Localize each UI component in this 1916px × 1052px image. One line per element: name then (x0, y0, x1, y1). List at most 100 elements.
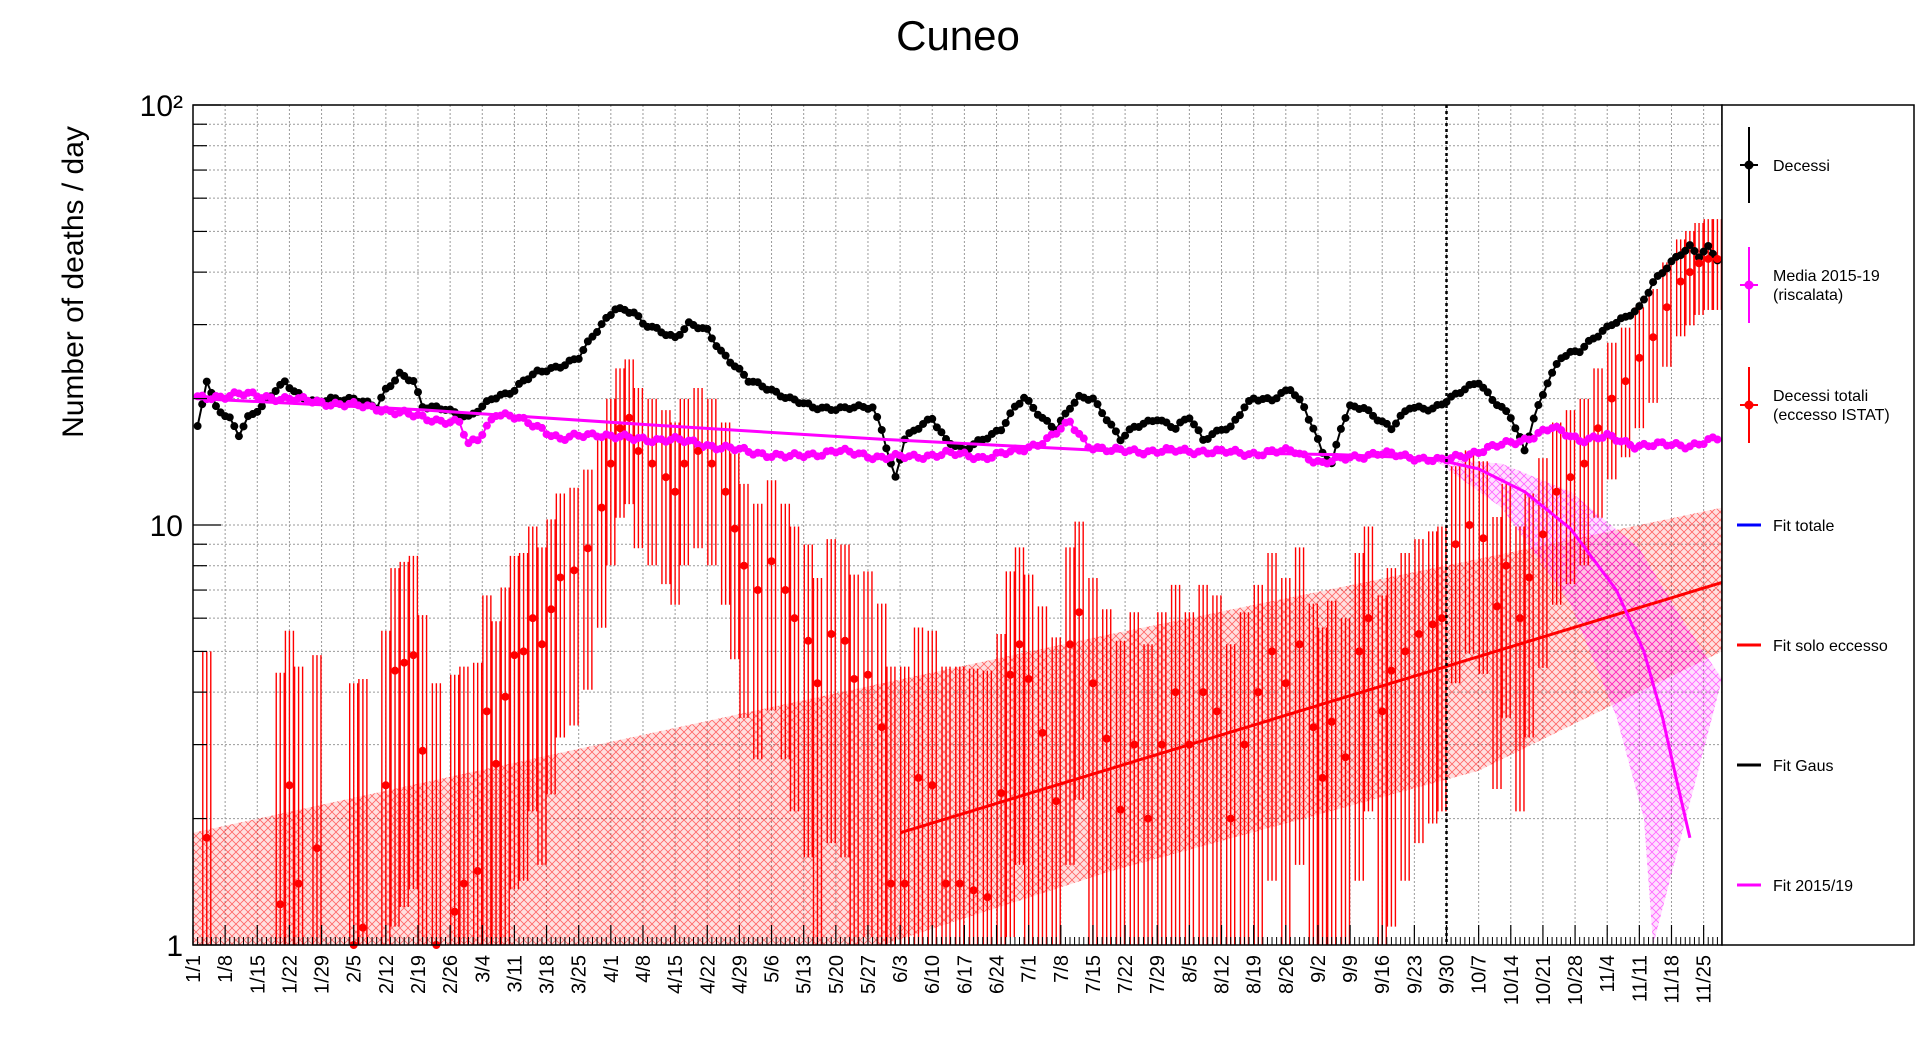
fit-band (193, 507, 1722, 945)
data-point-excess (1621, 377, 1630, 386)
legend-label-line: Decessi (1773, 158, 1830, 175)
data-point-excess (1525, 573, 1534, 582)
x-tick-label: 7/22 (1115, 955, 1137, 994)
data-point-excess (482, 707, 491, 716)
data-point-excess (276, 900, 285, 909)
data-point-excess (570, 566, 579, 575)
data-point-excess (1130, 740, 1139, 749)
data-point-excess (900, 879, 909, 888)
data-point-excess (418, 746, 427, 755)
data-point-excess (606, 459, 615, 468)
data-point-excess (1006, 670, 1015, 679)
x-tick-label: 10/7 (1469, 955, 1491, 994)
x-tick-label: 9/16 (1372, 955, 1394, 994)
data-point-excess (983, 893, 992, 902)
x-tick-label: 4/8 (633, 955, 655, 983)
x-tick-label: 9/23 (1404, 955, 1426, 994)
data-point-excess (1268, 647, 1277, 656)
x-tick-label: 2/5 (344, 955, 366, 983)
data-point-excess (556, 573, 565, 582)
data-point-excess (547, 605, 556, 614)
x-tick-label: 5/27 (858, 955, 880, 994)
data-point-excess (1451, 540, 1460, 549)
data-point-excess (1676, 277, 1685, 286)
data-point-excess (661, 473, 670, 482)
data-point-excess (1704, 254, 1713, 263)
x-tick-label: 8/26 (1276, 955, 1298, 994)
series-line (196, 243, 1719, 481)
legend-label-line: Fit solo eccesso (1773, 638, 1888, 655)
data-point-excess (1479, 534, 1488, 543)
x-tick-label: 1/15 (247, 955, 269, 994)
data-point-excess (616, 424, 625, 433)
data-point-excess (841, 636, 850, 645)
x-tick-label: 1/8 (215, 955, 237, 983)
data-point-excess (634, 447, 643, 456)
data-point-excess (1355, 647, 1364, 656)
data-point-excess (1662, 303, 1671, 312)
data-point-excess (850, 674, 859, 683)
data-point-excess (1428, 620, 1437, 629)
data-point-excess (1015, 640, 1024, 649)
x-tick-label: 2/12 (376, 955, 398, 994)
legend-marker (1744, 280, 1754, 290)
legend-label: Decessi (1773, 158, 1830, 175)
data-point-excess (790, 614, 799, 623)
data-point-excess (400, 658, 409, 667)
x-tick-label: 1/29 (312, 955, 334, 994)
x-tick-label: 4/1 (601, 955, 623, 983)
data-point-excess (1116, 805, 1125, 814)
x-tick-label: 11/25 (1694, 955, 1716, 1004)
data-point-excess (1502, 561, 1511, 570)
data-point-excess (1341, 753, 1350, 762)
data-point-excess (510, 651, 519, 660)
legend-label-line: Decessi totali (1773, 388, 1868, 405)
data-point-excess (1199, 688, 1208, 697)
series-layer (193, 241, 1723, 949)
data-point-excess (863, 670, 872, 679)
x-tick-label: 5/13 (794, 955, 816, 994)
chart-title: Cuneo (896, 12, 1020, 59)
x-tick-label: 5/20 (826, 955, 848, 994)
legend-label-line: Fit 2015/19 (1773, 878, 1853, 895)
y-tick-label: 10 (150, 510, 183, 543)
data-point-excess (285, 781, 294, 790)
data-point-excess (1515, 614, 1524, 623)
data-point-excess (1566, 473, 1575, 482)
y-tick-label: 10² (140, 90, 183, 123)
x-tick-label: 11/18 (1661, 955, 1683, 1004)
data-point-excess (1685, 268, 1694, 277)
data-point-excess (1318, 773, 1327, 782)
data-point-excess (928, 781, 937, 790)
data-point-excess (1075, 608, 1084, 617)
data-point-excess (473, 867, 482, 876)
fit-bands (193, 458, 1722, 945)
data-point-excess (519, 647, 528, 656)
legend-label: Media 2015-19 (riscalata) (1773, 268, 1880, 304)
data-point-excess (1171, 688, 1180, 697)
data-point-excess (942, 879, 951, 888)
data-point-excess (671, 487, 680, 496)
data-point-excess (914, 773, 923, 782)
x-tick-label: 9/9 (1340, 955, 1362, 983)
data-point-excess (1281, 679, 1290, 688)
data-point-excess (450, 907, 459, 916)
data-point-excess (1635, 353, 1644, 362)
data-point-excess (312, 844, 321, 853)
data-point-excess (1465, 521, 1474, 529)
x-tick-label: 4/15 (665, 955, 687, 994)
data-point-excess (739, 561, 748, 570)
data-point-excess (997, 789, 1006, 798)
data-point-excess (1295, 640, 1304, 649)
data-point-excess (1607, 394, 1616, 403)
legend-label-line: Fit totale (1773, 518, 1834, 535)
data-point-excess (877, 723, 886, 732)
data-point-excess (886, 879, 895, 888)
x-tick-label: 4/29 (729, 955, 751, 994)
data-point-excess (597, 503, 606, 512)
data-point-excess (753, 586, 762, 595)
data-point-excess (721, 487, 730, 496)
x-tick-label: 3/4 (472, 955, 494, 983)
data-point-excess (813, 679, 822, 688)
x-tick-label: 5/6 (762, 955, 784, 983)
